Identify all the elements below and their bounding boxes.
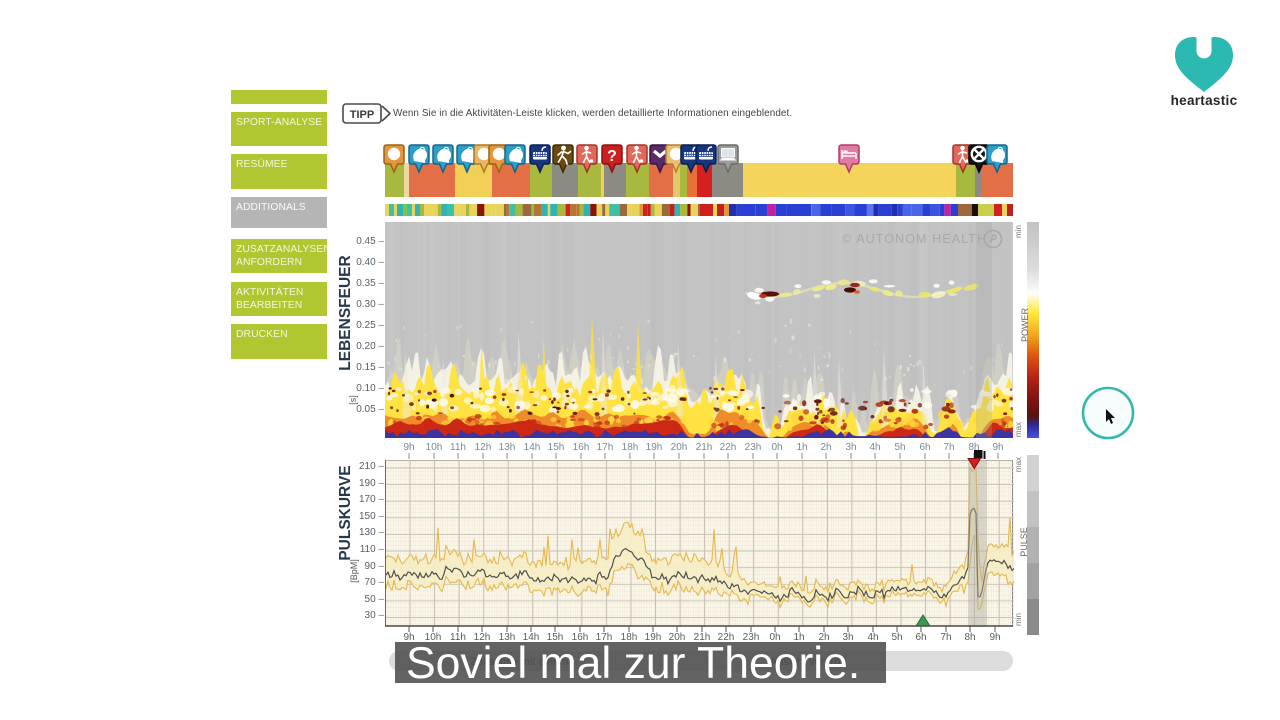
svg-text:1h: 1h	[796, 442, 807, 453]
svg-text:16h: 16h	[573, 442, 590, 453]
svg-text:6h: 6h	[919, 442, 930, 453]
svg-text:8h: 8h	[968, 442, 979, 453]
svg-text:10h: 10h	[426, 442, 443, 453]
svg-text:11h: 11h	[450, 442, 466, 453]
svg-text:9h: 9h	[403, 442, 414, 453]
svg-text:16h: 16h	[572, 632, 589, 640]
svg-text:15h: 15h	[548, 442, 565, 453]
svg-text:21h: 21h	[694, 632, 711, 640]
svg-text:17h: 17h	[597, 442, 614, 453]
svg-text:8h: 8h	[964, 632, 975, 640]
svg-text:3h: 3h	[842, 632, 853, 640]
svg-text:22h: 22h	[720, 442, 737, 453]
svg-text:15h: 15h	[547, 632, 564, 640]
svg-text:7h: 7h	[940, 632, 951, 640]
svg-text:23h: 23h	[745, 442, 762, 453]
svg-text:17h: 17h	[596, 632, 613, 640]
svg-text:4h: 4h	[869, 442, 880, 453]
svg-text:14h: 14h	[523, 632, 540, 640]
svg-text:2h: 2h	[818, 632, 829, 640]
svg-text:2h: 2h	[820, 442, 831, 453]
svg-text:9h: 9h	[989, 632, 1000, 640]
svg-text:22h: 22h	[718, 632, 735, 640]
svg-text:14h: 14h	[524, 442, 541, 453]
svg-text:10h: 10h	[425, 632, 442, 640]
svg-text:7h: 7h	[943, 442, 954, 453]
svg-text:3h: 3h	[845, 442, 856, 453]
svg-text:5h: 5h	[891, 632, 902, 640]
svg-text:18h: 18h	[621, 632, 638, 640]
svg-text:6h: 6h	[915, 632, 926, 640]
svg-text:9h: 9h	[403, 632, 414, 640]
svg-text:20h: 20h	[671, 442, 688, 453]
svg-text:23h: 23h	[743, 632, 760, 640]
svg-text:13h: 13h	[499, 632, 516, 640]
svg-text:?: ?	[607, 148, 617, 165]
svg-text:9h: 9h	[992, 442, 1003, 453]
svg-text:18h: 18h	[622, 442, 639, 453]
svg-text:5h: 5h	[894, 442, 905, 453]
svg-text:12h: 12h	[474, 632, 491, 640]
svg-text:19h: 19h	[645, 632, 662, 640]
svg-text:21h: 21h	[696, 442, 713, 453]
svg-text:heartastic: heartastic	[1171, 93, 1238, 108]
svg-text:0h: 0h	[769, 632, 780, 640]
svg-text:4h: 4h	[867, 632, 878, 640]
svg-text:19h: 19h	[646, 442, 663, 453]
svg-text:12h: 12h	[475, 442, 492, 453]
svg-text:1h: 1h	[793, 632, 804, 640]
svg-text:13h: 13h	[499, 442, 516, 453]
svg-text:11h: 11h	[450, 632, 466, 640]
svg-text:20h: 20h	[669, 632, 686, 640]
svg-text:0h: 0h	[771, 442, 782, 453]
svg-text:TIPP: TIPP	[350, 109, 374, 121]
